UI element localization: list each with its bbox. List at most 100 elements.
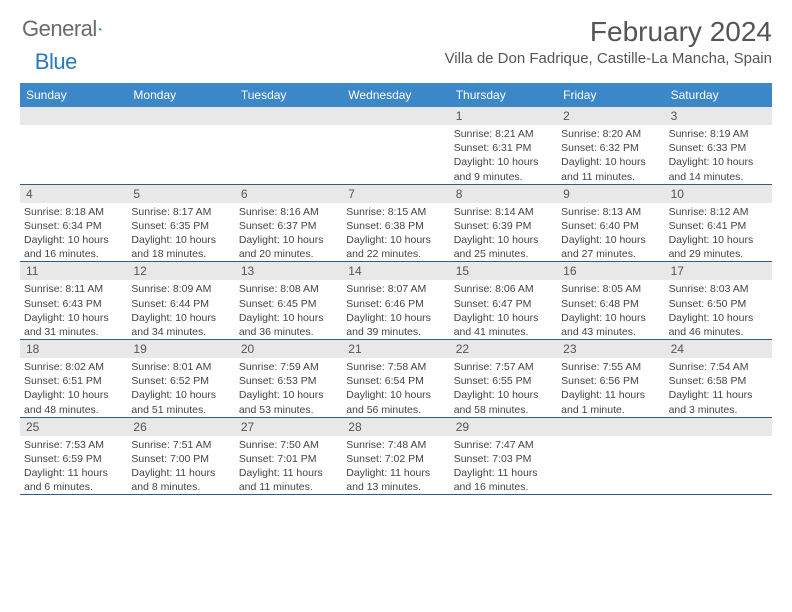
day-cell xyxy=(557,436,664,495)
sunset-text: Sunset: 6:41 PM xyxy=(669,219,768,233)
day-number: 6 xyxy=(235,185,342,203)
day-number: 26 xyxy=(127,418,234,436)
sunset-text: Sunset: 7:03 PM xyxy=(454,452,553,466)
day-cell: Sunrise: 7:54 AMSunset: 6:58 PMDaylight:… xyxy=(665,358,772,417)
sunrise-text: Sunrise: 7:57 AM xyxy=(454,360,553,374)
sunset-text: Sunset: 6:31 PM xyxy=(454,141,553,155)
sunrise-text: Sunrise: 8:21 AM xyxy=(454,127,553,141)
sunrise-text: Sunrise: 8:02 AM xyxy=(24,360,123,374)
day-number: 14 xyxy=(342,262,449,280)
day-header-wed: Wednesday xyxy=(342,83,449,107)
daylight-text: Daylight: 11 hours and 8 minutes. xyxy=(131,466,230,494)
daylight-text: Daylight: 10 hours and 9 minutes. xyxy=(454,155,553,183)
daylight-text: Daylight: 10 hours and 16 minutes. xyxy=(24,233,123,261)
sunset-text: Sunset: 6:55 PM xyxy=(454,374,553,388)
title-block: February 2024 Villa de Don Fadrique, Cas… xyxy=(445,16,772,67)
daylight-text: Daylight: 11 hours and 13 minutes. xyxy=(346,466,445,494)
sunset-text: Sunset: 6:54 PM xyxy=(346,374,445,388)
daylight-text: Daylight: 11 hours and 6 minutes. xyxy=(24,466,123,494)
sunset-text: Sunset: 6:50 PM xyxy=(669,297,768,311)
day-cell: Sunrise: 8:07 AMSunset: 6:46 PMDaylight:… xyxy=(342,280,449,339)
day-number: 12 xyxy=(127,262,234,280)
daylight-text: Daylight: 10 hours and 51 minutes. xyxy=(131,388,230,416)
logo: General xyxy=(20,16,123,42)
sunrise-text: Sunrise: 8:11 AM xyxy=(24,282,123,296)
sunrise-text: Sunrise: 7:47 AM xyxy=(454,438,553,452)
day-header-thu: Thursday xyxy=(450,83,557,107)
week-num-row: 18192021222324 xyxy=(20,340,772,358)
sunrise-text: Sunrise: 7:51 AM xyxy=(131,438,230,452)
day-cell: Sunrise: 7:53 AMSunset: 6:59 PMDaylight:… xyxy=(20,436,127,495)
day-cell: Sunrise: 8:08 AMSunset: 6:45 PMDaylight:… xyxy=(235,280,342,339)
sunset-text: Sunset: 6:59 PM xyxy=(24,452,123,466)
daylight-text: Daylight: 10 hours and 31 minutes. xyxy=(24,311,123,339)
day-number: 22 xyxy=(450,340,557,358)
day-number: 10 xyxy=(665,185,772,203)
sunrise-text: Sunrise: 8:07 AM xyxy=(346,282,445,296)
logo-text-blue: Blue xyxy=(35,49,77,75)
day-header-tue: Tuesday xyxy=(235,83,342,107)
day-cell: Sunrise: 7:57 AMSunset: 6:55 PMDaylight:… xyxy=(450,358,557,417)
day-header-fri: Friday xyxy=(557,83,664,107)
location: Villa de Don Fadrique, Castille-La Manch… xyxy=(445,50,772,67)
sunrise-text: Sunrise: 8:03 AM xyxy=(669,282,768,296)
week-content-row: Sunrise: 7:53 AMSunset: 6:59 PMDaylight:… xyxy=(20,436,772,496)
sunrise-text: Sunrise: 7:54 AM xyxy=(669,360,768,374)
daylight-text: Daylight: 11 hours and 3 minutes. xyxy=(669,388,768,416)
sunrise-text: Sunrise: 7:48 AM xyxy=(346,438,445,452)
day-cell: Sunrise: 8:16 AMSunset: 6:37 PMDaylight:… xyxy=(235,203,342,262)
sunrise-text: Sunrise: 8:12 AM xyxy=(669,205,768,219)
daylight-text: Daylight: 10 hours and 20 minutes. xyxy=(239,233,338,261)
sunrise-text: Sunrise: 8:01 AM xyxy=(131,360,230,374)
sunset-text: Sunset: 6:53 PM xyxy=(239,374,338,388)
day-cell: Sunrise: 8:19 AMSunset: 6:33 PMDaylight:… xyxy=(665,125,772,184)
sunset-text: Sunset: 6:51 PM xyxy=(24,374,123,388)
daylight-text: Daylight: 10 hours and 11 minutes. xyxy=(561,155,660,183)
daylight-text: Daylight: 10 hours and 34 minutes. xyxy=(131,311,230,339)
day-number: 17 xyxy=(665,262,772,280)
daylight-text: Daylight: 10 hours and 39 minutes. xyxy=(346,311,445,339)
daylight-text: Daylight: 10 hours and 18 minutes. xyxy=(131,233,230,261)
sunrise-text: Sunrise: 7:59 AM xyxy=(239,360,338,374)
day-cell: Sunrise: 8:12 AMSunset: 6:41 PMDaylight:… xyxy=(665,203,772,262)
day-header-sat: Saturday xyxy=(665,83,772,107)
daylight-text: Daylight: 10 hours and 27 minutes. xyxy=(561,233,660,261)
day-cell: Sunrise: 7:48 AMSunset: 7:02 PMDaylight:… xyxy=(342,436,449,495)
day-cell: Sunrise: 7:55 AMSunset: 6:56 PMDaylight:… xyxy=(557,358,664,417)
day-cell: Sunrise: 8:13 AMSunset: 6:40 PMDaylight:… xyxy=(557,203,664,262)
day-number: 5 xyxy=(127,185,234,203)
sunrise-text: Sunrise: 8:19 AM xyxy=(669,127,768,141)
daylight-text: Daylight: 10 hours and 46 minutes. xyxy=(669,311,768,339)
day-number: 28 xyxy=(342,418,449,436)
sunset-text: Sunset: 6:32 PM xyxy=(561,141,660,155)
day-cell: Sunrise: 8:20 AMSunset: 6:32 PMDaylight:… xyxy=(557,125,664,184)
sunrise-text: Sunrise: 8:16 AM xyxy=(239,205,338,219)
day-number xyxy=(342,107,449,125)
day-number: 19 xyxy=(127,340,234,358)
week-num-row: 11121314151617 xyxy=(20,262,772,280)
day-number: 2 xyxy=(557,107,664,125)
day-cell: Sunrise: 7:47 AMSunset: 7:03 PMDaylight:… xyxy=(450,436,557,495)
day-number xyxy=(20,107,127,125)
sunrise-text: Sunrise: 8:17 AM xyxy=(131,205,230,219)
day-number: 13 xyxy=(235,262,342,280)
sunset-text: Sunset: 6:58 PM xyxy=(669,374,768,388)
day-cell xyxy=(127,125,234,184)
day-cell: Sunrise: 8:11 AMSunset: 6:43 PMDaylight:… xyxy=(20,280,127,339)
day-header-mon: Monday xyxy=(127,83,234,107)
day-number xyxy=(235,107,342,125)
day-number: 3 xyxy=(665,107,772,125)
sunset-text: Sunset: 6:48 PM xyxy=(561,297,660,311)
day-header-sun: Sunday xyxy=(20,83,127,107)
day-cell: Sunrise: 7:50 AMSunset: 7:01 PMDaylight:… xyxy=(235,436,342,495)
day-number: 8 xyxy=(450,185,557,203)
sunset-text: Sunset: 6:46 PM xyxy=(346,297,445,311)
daylight-text: Daylight: 10 hours and 14 minutes. xyxy=(669,155,768,183)
sunrise-text: Sunrise: 8:13 AM xyxy=(561,205,660,219)
day-cell: Sunrise: 8:18 AMSunset: 6:34 PMDaylight:… xyxy=(20,203,127,262)
daylight-text: Daylight: 10 hours and 36 minutes. xyxy=(239,311,338,339)
sunrise-text: Sunrise: 8:18 AM xyxy=(24,205,123,219)
daylight-text: Daylight: 10 hours and 25 minutes. xyxy=(454,233,553,261)
day-number: 23 xyxy=(557,340,664,358)
sunset-text: Sunset: 6:40 PM xyxy=(561,219,660,233)
